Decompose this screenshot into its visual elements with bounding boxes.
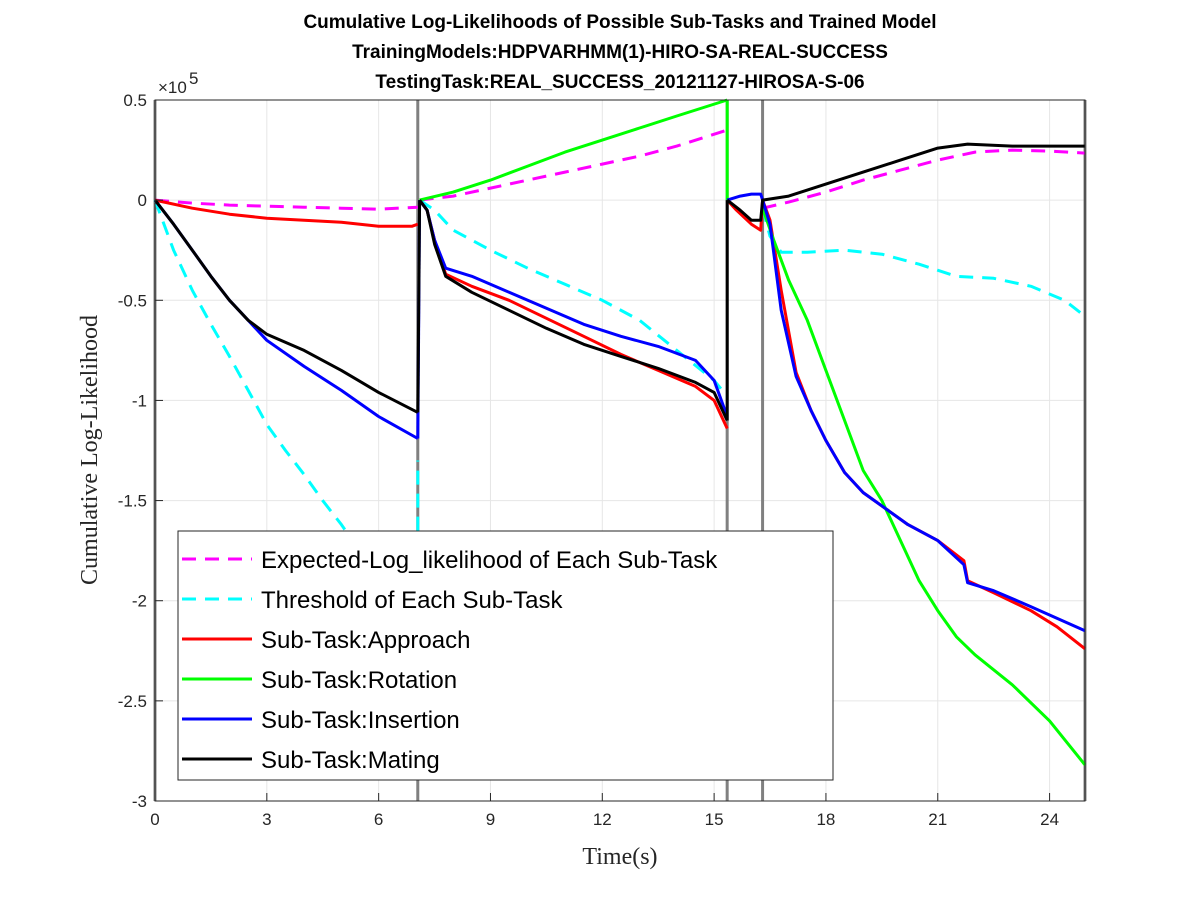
tick-labels: 0 3 6 9 12 15 18 21 24 0.5 0 -0.5 -1 -1.5 -2 -2.5 -3 xyxy=(118,91,1059,829)
y-tick-label-0: 0.5 xyxy=(123,91,147,110)
y-tick-label-6: -2.5 xyxy=(118,692,147,711)
y-exponent-power: 5 xyxy=(189,69,198,88)
x-tick-label-4: 12 xyxy=(593,810,612,829)
series-3-line-segment-0 xyxy=(419,98,728,202)
series-4-line-segment-3 xyxy=(726,192,1086,633)
chart-title: Cumulative Log-Likelihoods of Possible S… xyxy=(303,12,936,93)
series-3-line-segment-2 xyxy=(761,207,1087,766)
y-tick-label-7: -3 xyxy=(132,792,147,811)
title-line-3: TestingTask:REAL_SUCCESS_20121127-HIROSA… xyxy=(375,72,864,93)
x-tick-label-7: 21 xyxy=(928,810,947,829)
x-tick-label-5: 15 xyxy=(705,810,724,829)
legend-label-5: Sub-Task:Mating xyxy=(261,747,440,774)
plot-area-frame xyxy=(154,99,1086,802)
y-tick-label-4: -1.5 xyxy=(118,492,147,511)
series-1-line-segment-0 xyxy=(153,199,354,542)
series-0-line-segment-2 xyxy=(762,148,1086,210)
title-line-1: Cumulative Log-Likelihoods of Possible S… xyxy=(303,12,936,33)
x-tick-label-3: 9 xyxy=(486,810,495,829)
series-5-line-segment-0 xyxy=(153,199,419,414)
legend-label-1: Threshold of Each Sub-Task xyxy=(261,587,563,614)
legend-label-3: Sub-Task:Rotation xyxy=(261,667,457,694)
y-exponent: ×10 5 xyxy=(158,69,198,97)
series-1-line-segment-3 xyxy=(761,207,1086,318)
series-5-line-segment-2 xyxy=(418,199,729,422)
x-tick-label-2: 6 xyxy=(374,810,383,829)
legend-label-2: Sub-Task:Approach xyxy=(261,627,470,654)
y-tick-label-2: -0.5 xyxy=(118,291,147,310)
x-tick-label-1: 3 xyxy=(262,810,271,829)
x-tick-label-8: 24 xyxy=(1040,810,1059,829)
legend-label-0: Expected-Log_likelihood of Each Sub-Task xyxy=(261,547,718,574)
series-2-line-segment-1 xyxy=(418,199,729,430)
series-5-line-segment-4 xyxy=(726,142,1085,222)
legend-box xyxy=(177,530,834,781)
y-tick-label-5: -2 xyxy=(132,592,147,611)
series-1-line-segment-2 xyxy=(418,198,729,398)
series-5-line-segment-1 xyxy=(416,200,422,413)
series-2-line-segment-0 xyxy=(154,198,419,228)
y-exponent-base: ×10 xyxy=(158,78,187,97)
y-axis-label: Cumulative Log-Likelihood xyxy=(77,315,103,585)
legend-label-4: Sub-Task:Insertion xyxy=(261,707,460,734)
x-axis-label: Time(s) xyxy=(582,844,657,870)
x-tick-label-6: 18 xyxy=(816,810,835,829)
y-tick-label-3: -1 xyxy=(132,391,147,410)
series-0-line-segment-0 xyxy=(154,198,418,211)
series-4-line-segment-2 xyxy=(418,199,729,418)
title-line-2: TrainingModels:HDPVARHMM(1)-HIRO-SA-REAL… xyxy=(352,42,888,63)
series-0-line-segment-1 xyxy=(419,128,728,202)
legend: Expected-Log_likelihood of Each Sub-Task… xyxy=(177,530,834,781)
series-lines xyxy=(153,98,1087,766)
y-tick-label-1: 0 xyxy=(138,191,147,210)
x-tick-label-0: 0 xyxy=(150,810,159,829)
